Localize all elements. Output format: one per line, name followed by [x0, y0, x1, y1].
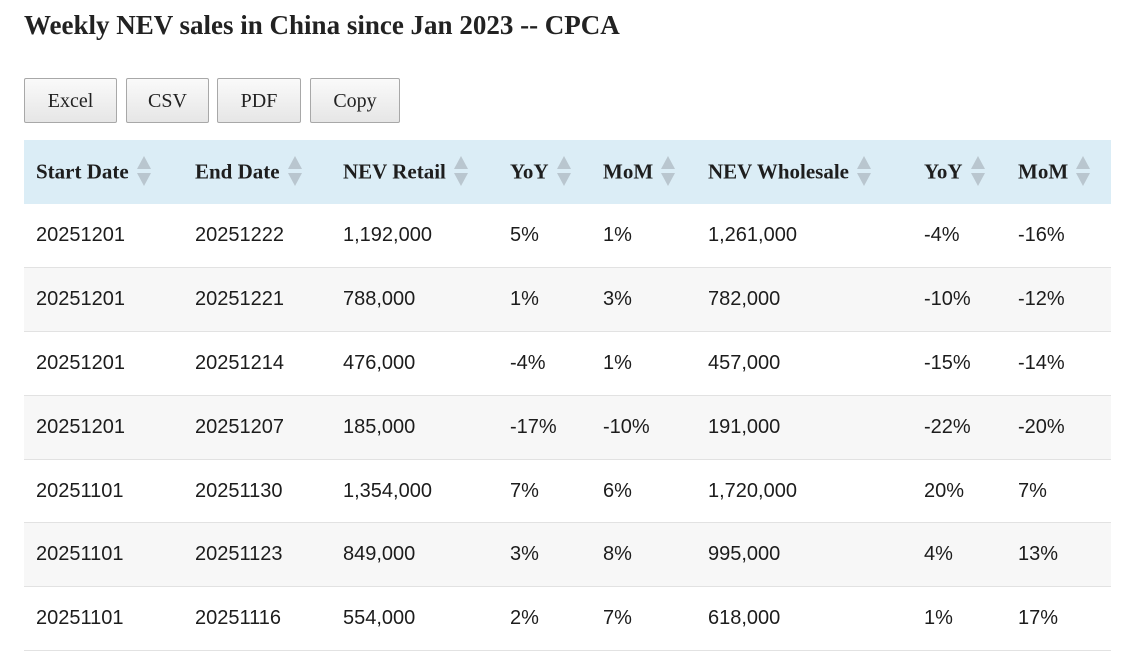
table-cell: 20251116	[195, 607, 282, 630]
table-cell: 6%	[603, 479, 632, 502]
column-header-wholesale-yoy[interactable]: YoY	[912, 140, 1006, 204]
table-cell: 1%	[510, 288, 539, 311]
table-cell: -4%	[924, 224, 960, 247]
table-row: 20251101 20251116 554,000 2% 7% 618,000 …	[24, 587, 1111, 651]
page-title: Weekly NEV sales in China since Jan 2023…	[24, 10, 620, 40]
table-cell: 20251101	[36, 543, 124, 566]
table-cell: 7%	[510, 479, 539, 502]
column-header-end-date[interactable]: End Date	[183, 140, 331, 204]
table-cell: 20%	[924, 479, 965, 502]
table-cell: 20251130	[195, 479, 283, 502]
column-header-retail-yoy[interactable]: YoY	[498, 140, 591, 204]
sort-icon	[136, 155, 151, 187]
table-cell: 1,261,000	[708, 224, 797, 247]
table-cell: 13%	[1018, 543, 1059, 566]
sort-icon	[857, 155, 871, 187]
table-cell: 5%	[510, 224, 539, 247]
table-cell: -16%	[1018, 224, 1065, 247]
table-cell: 20251221	[195, 288, 284, 311]
sort-icon	[287, 155, 302, 187]
sort-icon	[661, 155, 676, 187]
table-cell: 191,000	[708, 415, 781, 438]
table-cell: 3%	[603, 288, 632, 311]
table-cell: 20251123	[195, 543, 283, 566]
table-cell: 20251222	[195, 224, 284, 247]
sort-icon	[970, 155, 985, 187]
table-cell: 8%	[603, 543, 632, 566]
table-cell: -22%	[924, 415, 971, 438]
sort-icon	[556, 155, 571, 187]
table-cell: 20251101	[36, 479, 124, 502]
sort-icon	[1076, 155, 1091, 187]
table-cell: 20251201	[36, 351, 125, 374]
table-cell: -10%	[603, 415, 650, 438]
table-cell: 7%	[1018, 479, 1047, 502]
table-cell: -4%	[510, 351, 546, 374]
column-header-wholesale-mom[interactable]: MoM	[1006, 140, 1111, 204]
table-cell: 2%	[510, 607, 539, 630]
table-row: 20251201 20251207 185,000 -17% -10% 191,…	[24, 395, 1111, 460]
table-cell: 7%	[603, 607, 632, 630]
pdf-export-button[interactable]: PDF	[217, 78, 301, 123]
table-cell: 185,000	[343, 415, 416, 438]
table-cell: 4%	[924, 543, 953, 566]
table-cell: 1,192,000	[343, 224, 432, 247]
table-cell: 1%	[603, 351, 632, 374]
table-row: 20251201 20251221 788,000 1% 3% 782,000 …	[24, 267, 1111, 332]
table-header-row: Start Date End Date NEV Retail YoY MoM N…	[24, 140, 1111, 204]
table-cell: 1%	[603, 224, 632, 247]
table-cell: 849,000	[343, 543, 416, 566]
table-cell: 554,000	[343, 607, 416, 630]
table-cell: 3%	[510, 543, 539, 566]
column-header-start-date[interactable]: Start Date	[24, 140, 183, 204]
table-cell: -12%	[1018, 288, 1065, 311]
table-cell: 1%	[924, 607, 953, 630]
column-header-nev-wholesale[interactable]: NEV Wholesale	[696, 140, 912, 204]
table-cell: 20251207	[195, 415, 284, 438]
table-cell: 457,000	[708, 351, 781, 374]
table-cell: 476,000	[343, 351, 416, 374]
table-cell: -17%	[510, 415, 557, 438]
table-cell: 782,000	[708, 288, 781, 311]
table-cell: 1,720,000	[708, 479, 797, 502]
table-cell: 20251201	[36, 224, 125, 247]
table-cell: 17%	[1018, 607, 1059, 630]
table-cell: 20251201	[36, 288, 125, 311]
table-row: 20251101 20251123 849,000 3% 8% 995,000 …	[24, 522, 1111, 587]
table-cell: -14%	[1018, 351, 1065, 374]
table-cell: -10%	[924, 288, 971, 311]
table-cell: 788,000	[343, 288, 416, 311]
sort-icon	[453, 155, 468, 187]
sales-table: Start Date End Date NEV Retail YoY MoM N…	[24, 140, 1111, 651]
table-cell: 20251214	[195, 351, 284, 374]
table-row: 20251201 20251214 476,000 -4% 1% 457,000…	[24, 332, 1111, 396]
table-row: 20251101 20251130 1,354,000 7% 6% 1,720,…	[24, 459, 1111, 523]
table-cell: 20251201	[36, 415, 125, 438]
table-cell: -20%	[1018, 415, 1065, 438]
table-row: 20251201 20251222 1,192,000 5% 1% 1,261,…	[24, 204, 1111, 268]
table-cell: 995,000	[708, 543, 781, 566]
excel-export-button[interactable]: Excel	[24, 78, 117, 123]
table-cell: 20251101	[36, 607, 124, 630]
table-cell: 1,354,000	[343, 479, 432, 502]
table-cell: 618,000	[708, 607, 781, 630]
csv-export-button[interactable]: CSV	[126, 78, 209, 123]
copy-button[interactable]: Copy	[310, 78, 400, 123]
table-cell: -15%	[924, 351, 971, 374]
column-header-nev-retail[interactable]: NEV Retail	[331, 140, 498, 204]
column-header-retail-mom[interactable]: MoM	[591, 140, 696, 204]
